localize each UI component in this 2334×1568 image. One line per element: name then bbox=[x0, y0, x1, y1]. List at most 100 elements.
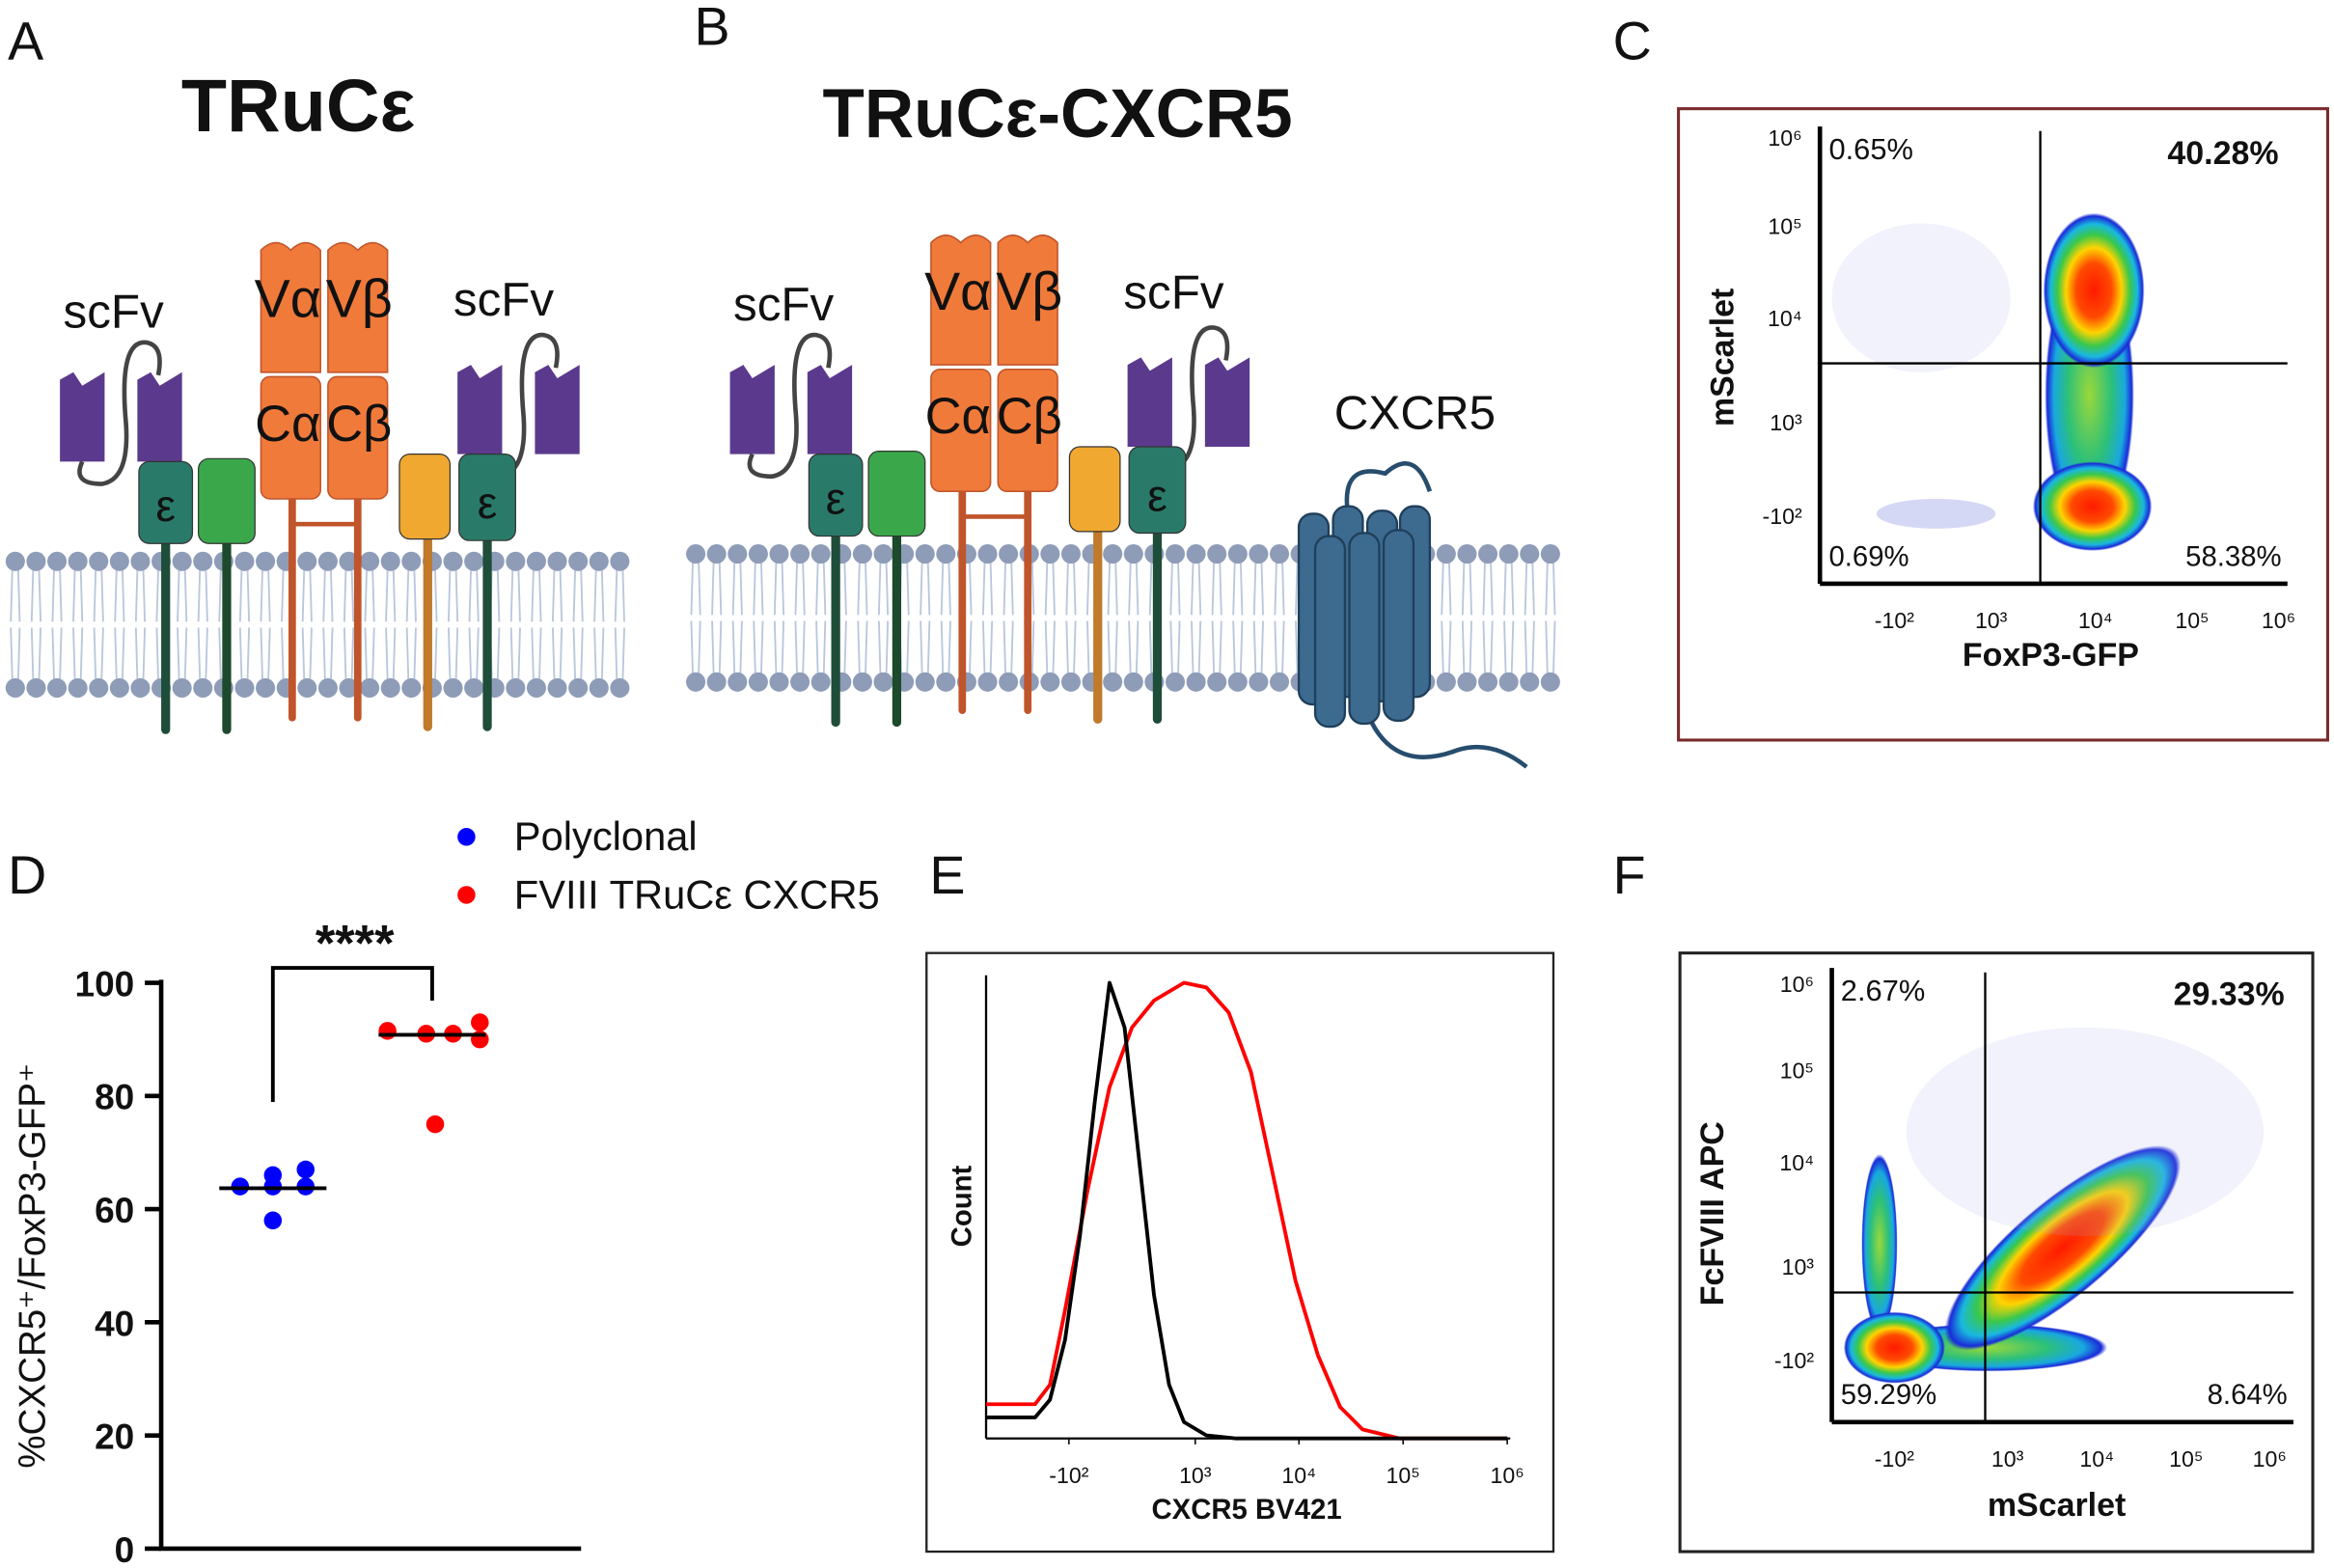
lipid-tail bbox=[114, 627, 118, 679]
cxcr5-helix bbox=[1382, 529, 1415, 723]
lipid-head bbox=[1269, 672, 1290, 692]
lipid-tail bbox=[260, 570, 263, 622]
lipid-tail bbox=[454, 570, 459, 622]
lipid-tail bbox=[364, 627, 368, 679]
data-point bbox=[296, 1160, 316, 1179]
lipid-tail bbox=[940, 563, 945, 616]
lipid-tail bbox=[301, 570, 306, 622]
lipid-tail bbox=[142, 570, 147, 622]
lipid-tail bbox=[1545, 563, 1549, 616]
v-domain bbox=[997, 234, 1058, 366]
lipid-tail bbox=[802, 563, 806, 616]
lipid-tail bbox=[1252, 620, 1257, 674]
legend-swatch bbox=[457, 886, 476, 904]
lipid-head bbox=[172, 551, 192, 571]
significance-bracket bbox=[270, 966, 434, 1102]
x-tick-label: -10² bbox=[1875, 608, 1914, 633]
lipid-tail bbox=[877, 563, 882, 616]
lipid-tail bbox=[1128, 620, 1132, 674]
lipid-tail bbox=[142, 627, 147, 679]
lipid-head bbox=[1060, 544, 1081, 564]
lipid-tail bbox=[885, 563, 890, 616]
lipid-tail bbox=[267, 627, 271, 679]
domain-label: scFv bbox=[64, 286, 165, 339]
lipid-tail bbox=[947, 620, 951, 674]
lipid-tail bbox=[476, 570, 480, 622]
density-c bbox=[1831, 212, 2153, 551]
lipid-head bbox=[401, 551, 422, 571]
lipid-head bbox=[1227, 672, 1248, 692]
data-point bbox=[378, 1022, 397, 1040]
lipid-tail bbox=[51, 570, 55, 622]
lipid-tail bbox=[1128, 563, 1132, 616]
lipid-tail bbox=[434, 570, 438, 622]
lipid-tail bbox=[509, 627, 514, 679]
lipid-tail bbox=[969, 620, 973, 674]
lipid-tail bbox=[865, 620, 868, 674]
cd3-epsilon bbox=[808, 454, 864, 537]
y-tick-label: 0 bbox=[115, 1529, 135, 1568]
lipid-tail bbox=[885, 620, 890, 674]
lipid-head bbox=[852, 672, 872, 692]
lipid-head bbox=[506, 677, 526, 698]
cd3-chain bbox=[1068, 446, 1121, 533]
x-axis-label: CXCR5 BV421 bbox=[1151, 1494, 1341, 1526]
lipid-head bbox=[568, 677, 589, 698]
lipid-tail bbox=[920, 620, 923, 674]
plot-frame bbox=[925, 951, 1555, 1554]
plot-frame bbox=[1677, 107, 2329, 742]
y-tick-label: 60 bbox=[95, 1190, 134, 1230]
lipid-tail bbox=[122, 570, 125, 622]
lipid-head bbox=[1103, 544, 1123, 564]
lipid-tail bbox=[1441, 563, 1444, 616]
lipid-tail bbox=[580, 570, 584, 622]
scfv-linker bbox=[77, 340, 162, 486]
lipid-tail bbox=[773, 620, 778, 674]
lipid-tail bbox=[531, 570, 535, 622]
lipid-tail bbox=[614, 570, 618, 622]
lipid-tail bbox=[559, 627, 563, 679]
lipid-tail bbox=[969, 563, 973, 616]
lipid-tail bbox=[1107, 563, 1112, 616]
lipid-tail bbox=[134, 627, 139, 679]
lipid-tail bbox=[447, 627, 452, 679]
lipid-head bbox=[47, 551, 68, 571]
lipid-head bbox=[26, 677, 46, 698]
lipid-head bbox=[977, 544, 998, 564]
cd3-epsilon bbox=[1128, 446, 1187, 535]
lipid-head bbox=[1436, 672, 1456, 692]
lipid-head bbox=[401, 677, 422, 698]
histogram-line bbox=[986, 980, 1508, 1441]
lipid-head bbox=[790, 672, 810, 692]
lipid-tail bbox=[30, 627, 35, 679]
lipid-tail bbox=[114, 570, 118, 622]
cd3-chain bbox=[867, 450, 926, 537]
density-f bbox=[1843, 1027, 2265, 1384]
lipid-head bbox=[1165, 672, 1186, 692]
lipid-head bbox=[193, 677, 213, 698]
lipid-tail bbox=[1545, 620, 1549, 674]
lipid-tail bbox=[364, 570, 368, 622]
lipid-head bbox=[1249, 544, 1269, 564]
lipid-head bbox=[977, 672, 998, 692]
lipid-tail bbox=[59, 627, 63, 679]
scfv-domain bbox=[1127, 357, 1172, 447]
lipid-tail bbox=[857, 620, 861, 674]
lipid-tail bbox=[698, 620, 701, 674]
lipid-tail bbox=[1148, 620, 1153, 674]
cxcr5-helix bbox=[1313, 535, 1347, 729]
y-tick-label: 100 bbox=[75, 963, 135, 1004]
panel-letter: B bbox=[695, 0, 730, 56]
lipid-tail bbox=[405, 570, 410, 622]
lipid-tail bbox=[843, 563, 847, 616]
lipid-tail bbox=[739, 620, 743, 674]
lipid-tail bbox=[1510, 563, 1515, 616]
lipid-tail bbox=[1219, 620, 1222, 674]
lipid-head bbox=[317, 677, 338, 698]
lipid-tail bbox=[981, 563, 986, 616]
lipid-tail bbox=[552, 627, 556, 679]
x-tick-label: 10⁶ bbox=[2262, 608, 2295, 633]
lipid-tail bbox=[405, 627, 410, 679]
lipid-tail bbox=[1030, 620, 1035, 674]
lipid-tail bbox=[572, 627, 576, 679]
